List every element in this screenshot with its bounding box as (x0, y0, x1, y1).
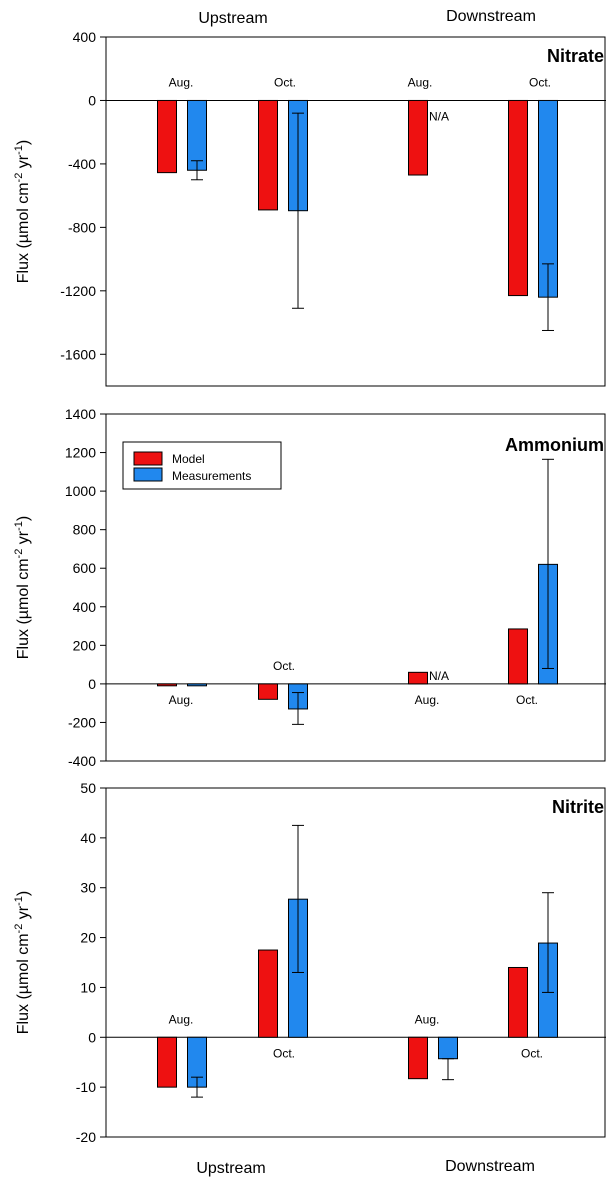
plot-frame (105, 36, 606, 387)
y-axis-label: Flux (µmol cm-2 yr-1) (13, 516, 32, 659)
panel-ammonium: 1400 1200 1000 800 600 400 200 0 -200 -400 Flux (µ… (13, 406, 606, 769)
bar-model (157, 99, 177, 174)
group-label: Oct. (273, 659, 295, 673)
bar-model (508, 966, 528, 1038)
group-label: Aug. (415, 693, 440, 707)
bar-model (408, 1036, 428, 1080)
legend-label-model: Model (172, 452, 205, 466)
y-axis-label-part: yr (15, 905, 32, 923)
header-upstream-label: Upstream (198, 10, 267, 27)
group-label: Aug. (169, 693, 194, 707)
y-tick-label: 0 (88, 1029, 96, 1045)
group-label: Oct. (516, 693, 538, 707)
y-tick-label: -10 (76, 1079, 96, 1095)
legend: Model Measurements (122, 441, 282, 490)
y-tick-label: 1400 (65, 406, 96, 422)
y-tick-label: -20 (76, 1129, 96, 1145)
y-axis-label-superscript: -1 (13, 521, 25, 531)
y-axis-label-part: Flux (µmol cm (15, 558, 32, 659)
group-label: Oct. (273, 1046, 295, 1060)
bar-model (408, 99, 428, 176)
y-tick-label: 10 (80, 979, 96, 995)
footer-downstream-label: Downstream (445, 1158, 535, 1175)
y-axis-label-superscript: -1 (13, 145, 25, 155)
plot-frame (105, 787, 606, 1138)
y-tick-label: 20 (80, 930, 96, 946)
y-tick-label: 400 (73, 29, 97, 45)
na-label: N/A (429, 109, 449, 123)
y-tick-label: 30 (80, 880, 96, 896)
y-tick-label: -1200 (60, 283, 96, 299)
legend-swatch-model (133, 451, 163, 466)
group-label: Aug. (408, 75, 433, 89)
panel-nitrite: 50 40 30 20 10 0 -10 -20 Flux (µmol cm-2 yr-1) Ni… (13, 780, 606, 1145)
y-axis-label-superscript: -1 (13, 896, 25, 906)
bar-model (408, 671, 428, 685)
bar-model (258, 683, 278, 700)
panel-title: Nitrate (547, 46, 604, 66)
footer-upstream-label: Upstream (196, 1160, 265, 1177)
bar-model (157, 683, 177, 687)
y-axis-label-part: Flux (µmol cm (15, 933, 32, 1034)
bar-measurements (438, 1036, 458, 1060)
y-axis-label: Flux (µmol cm-2 yr-1) (13, 891, 32, 1034)
y-axis-label-superscript: -2 (13, 924, 25, 934)
y-tick-label: 0 (88, 676, 96, 692)
group-label: Oct. (274, 75, 296, 89)
group-label: Oct. (529, 75, 551, 89)
bar-measurements (187, 99, 207, 171)
y-axis-label-superscript: -2 (13, 173, 25, 183)
legend-label-measurements: Measurements (172, 469, 251, 483)
y-tick-label: -800 (68, 219, 96, 235)
panel-title: Nitrite (552, 797, 604, 817)
bar-model (508, 99, 528, 297)
group-label: Aug. (169, 75, 194, 89)
plot-frame (105, 413, 606, 762)
group-label: Aug. (415, 1012, 440, 1026)
y-axis-label-part: Flux (µmol cm (15, 182, 32, 283)
y-tick-label: -400 (68, 156, 96, 172)
bar-model (258, 949, 278, 1038)
y-tick-label: 1000 (65, 483, 96, 499)
y-tick-label: 40 (80, 830, 96, 846)
y-tick-label: -1600 (60, 346, 96, 362)
bar-measurements (187, 683, 207, 687)
y-axis-label-part: ) (15, 140, 32, 145)
bar-model (508, 628, 528, 685)
group-label: Oct. (521, 1046, 543, 1060)
group-label: Aug. (169, 1012, 194, 1026)
y-tick-label: 400 (73, 599, 97, 615)
y-axis-label-part: ) (15, 516, 32, 521)
y-tick-label: 800 (73, 522, 97, 538)
y-tick-label: 600 (73, 560, 97, 576)
y-axis-label-superscript: -2 (13, 549, 25, 559)
y-axis-label: Flux (µmol cm-2 yr-1) (13, 140, 32, 283)
legend-swatch-measurements (133, 467, 163, 482)
y-axis-label-part: yr (15, 530, 32, 548)
bar-model (258, 99, 278, 211)
bar-model (157, 1036, 177, 1088)
y-tick-label: 0 (88, 92, 96, 108)
y-tick-label: -400 (68, 753, 96, 769)
y-tick-label: 1200 (65, 445, 96, 461)
na-label: N/A (429, 669, 449, 683)
y-axis-label-part: yr (15, 154, 32, 172)
panel-title: Ammonium (505, 435, 604, 455)
panel-nitrate: 400 0 -400 -800 -1200 -1600 Flux (µmol cm-2 yr… (13, 29, 606, 387)
y-tick-label: 200 (73, 637, 97, 653)
header-downstream-label: Downstream (446, 8, 536, 25)
y-axis-label-part: ) (15, 891, 32, 896)
y-tick-label: 50 (80, 780, 96, 796)
y-tick-label: -200 (68, 714, 96, 730)
